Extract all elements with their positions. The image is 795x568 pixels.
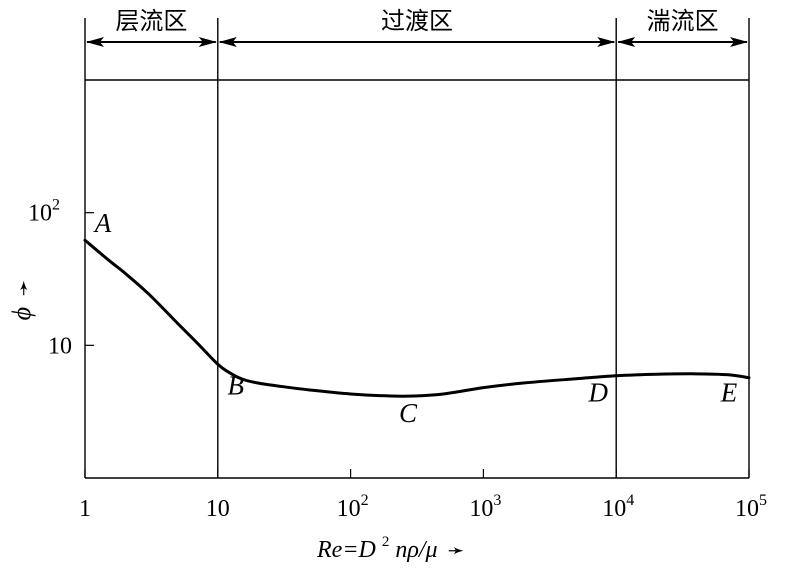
- series-layer: [83, 238, 751, 398]
- region-arrowhead-right: [198, 37, 217, 47]
- region-arrowhead-left: [617, 37, 636, 47]
- region-label: 湍流区: [647, 7, 719, 35]
- point-label-b: B: [228, 370, 245, 400]
- region-arrowhead-right: [597, 37, 616, 47]
- x-tick-label: 102: [337, 492, 369, 522]
- x-tick-label: 104: [602, 492, 634, 522]
- point-label-a: A: [93, 208, 112, 238]
- axis-ticks: 1 10 102 103 104 105 10 102: [28, 197, 767, 522]
- y-tick-label: 102: [28, 197, 60, 227]
- x-axis-label-arrow: ➛: [448, 540, 465, 562]
- region-arrowhead-right: [730, 37, 748, 47]
- x-axis-label-post: nρ/μ: [395, 537, 437, 563]
- plot-frame: [84, 18, 750, 479]
- point-label-e: E: [720, 378, 738, 408]
- point-labels: A B C D E: [93, 208, 738, 428]
- series-line: [83, 238, 751, 398]
- point-label-c: C: [399, 398, 418, 428]
- region-arrowhead-left: [86, 37, 104, 47]
- x-tick-label: 10: [206, 496, 230, 522]
- x-axis-label-sup: 2: [382, 534, 390, 550]
- y-axis-label: ϕ ➛: [7, 280, 36, 321]
- y-axis-arrow: ➛: [13, 280, 35, 297]
- point-label-d: D: [587, 378, 608, 408]
- region-arrowhead-left: [218, 37, 237, 47]
- region-label: 过渡区: [381, 7, 453, 35]
- y-tick-label: 10: [48, 333, 72, 359]
- y-axis-symbol: ϕ: [7, 307, 36, 320]
- region-bands: 层流区 过渡区 湍流区: [86, 4, 748, 478]
- x-tick-label: 1: [79, 496, 91, 522]
- x-tick-label: 103: [469, 492, 501, 522]
- x-tick-label: 105: [735, 492, 767, 522]
- x-axis-label-pre: Re=D: [316, 537, 376, 563]
- region-label: 层流区: [115, 7, 187, 35]
- x-axis-label: Re=D 2 nρ/μ ➛: [316, 526, 464, 563]
